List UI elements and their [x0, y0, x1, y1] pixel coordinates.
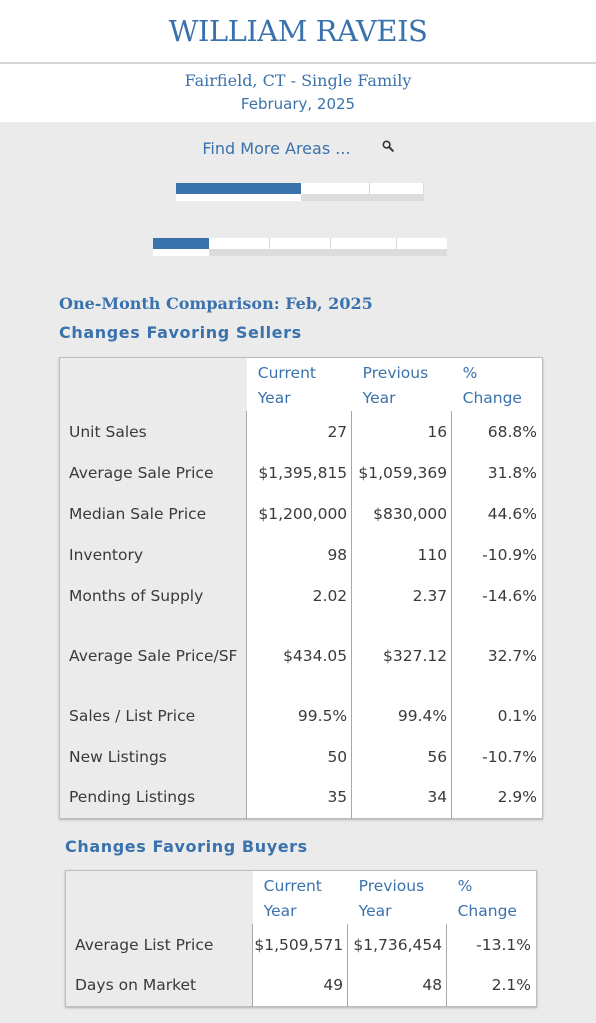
- row-label: Median Sale Price: [59, 493, 247, 534]
- buyers-table: Current Year Previous Year % Change Average…: [65, 870, 537, 1007]
- find-more-areas-link[interactable]: Find More Areas ...: [202, 139, 351, 158]
- table-row: Days on Market 49 48 2.1%: [65, 965, 537, 1006]
- current-year-value: $434.05: [246, 616, 352, 695]
- current-year-value: 27: [246, 411, 352, 452]
- table-row: Median Sale Price $1,200,000 $830,000 44…: [59, 493, 543, 534]
- previous-year-value: $1,736,454: [347, 924, 447, 965]
- table-row: Months of Supply 2.02 2.37 -14.6%: [59, 575, 543, 616]
- tab-segment[interactable]: [270, 238, 331, 249]
- table-row: Pending Listings 35 34 2.9%: [59, 777, 543, 818]
- current-year-value: $1,200,000: [246, 493, 352, 534]
- previous-year-value: 16: [351, 411, 452, 452]
- current-year-value: 2.02: [246, 575, 352, 616]
- tab-segment[interactable]: [370, 183, 423, 194]
- report-subheader: Fairfield, CT - Single Family February, …: [0, 64, 596, 122]
- column-header-current: Current Year: [263, 877, 322, 920]
- percent-change-value: 2.9%: [451, 777, 543, 818]
- tab-segment[interactable]: [397, 238, 447, 249]
- current-year-value: $1,395,815: [246, 452, 352, 493]
- tab-segment[interactable]: [301, 183, 370, 194]
- previous-year-value: 48: [347, 965, 447, 1006]
- previous-year-value: 110: [351, 534, 452, 575]
- percent-change-value: -14.6%: [451, 575, 543, 616]
- table-row: Unit Sales 27 16 68.8%: [59, 411, 543, 452]
- row-label: New Listings: [59, 736, 247, 777]
- tab-indicator: [176, 194, 301, 201]
- tab-indicator: [153, 249, 209, 256]
- percent-change-value: 2.1%: [446, 965, 537, 1006]
- table-row: Average Sale Price/SF $434.05 $327.12 32…: [59, 616, 543, 695]
- column-header-previous: Previous Year: [362, 364, 429, 407]
- previous-year-value: 34: [351, 777, 452, 818]
- table-row: Sales / List Price 99.5% 99.4% 0.1%: [59, 695, 543, 736]
- current-year-value: 50: [246, 736, 352, 777]
- row-label: Average List Price: [65, 924, 253, 965]
- report-month: February, 2025: [240, 95, 356, 113]
- current-year-value: 35: [246, 777, 352, 818]
- period-tab-bar: [153, 238, 447, 256]
- previous-year-value: $1,059,369: [351, 452, 452, 493]
- buyers-heading: Changes Favoring Buyers: [65, 837, 308, 856]
- row-label: Inventory: [59, 534, 247, 575]
- table-row: Inventory 98 110 -10.9%: [59, 534, 543, 575]
- percent-change-value: 31.8%: [451, 452, 543, 493]
- table-row: Average List Price $1,509,571 $1,736,454…: [65, 924, 537, 965]
- row-label: Average Sale Price/SF: [59, 616, 247, 695]
- previous-year-value: 56: [351, 736, 452, 777]
- row-label: Days on Market: [65, 965, 253, 1006]
- percent-change-value: -10.9%: [451, 534, 543, 575]
- search-icon[interactable]: [382, 137, 394, 156]
- column-header-change: % Change: [457, 877, 517, 920]
- sellers-table: Current Year Previous Year % Change Unit Sa…: [59, 357, 543, 819]
- area-title: Fairfield, CT - Single Family: [184, 71, 412, 90]
- row-label: Average Sale Price: [59, 452, 247, 493]
- table-row: Average Sale Price $1,395,815 $1,059,369…: [59, 452, 543, 493]
- previous-year-value: $830,000: [351, 493, 452, 534]
- table-corner: [65, 870, 253, 924]
- previous-year-value: 99.4%: [351, 695, 452, 736]
- tab-segment-active[interactable]: [176, 183, 301, 194]
- column-header-change: % Change: [462, 364, 522, 407]
- percent-change-value: 32.7%: [451, 616, 543, 695]
- previous-year-value: 2.37: [351, 575, 452, 616]
- table-corner: [59, 357, 247, 411]
- sellers-heading: Changes Favoring Sellers: [59, 323, 302, 342]
- find-more-areas[interactable]: Find More Areas ...: [0, 137, 596, 158]
- tab-segment-active[interactable]: [153, 238, 209, 249]
- table-header-row: Current Year Previous Year % Change: [65, 870, 537, 924]
- percent-change-value: -10.7%: [451, 736, 543, 777]
- percent-change-value: 68.8%: [451, 411, 543, 452]
- current-year-value: 98: [246, 534, 352, 575]
- current-year-value: $1,509,571: [252, 924, 348, 965]
- william-raveis-logo[interactable]: WILLIAM RAVEIS: [168, 14, 428, 48]
- table-header-row: Current Year Previous Year % Change: [59, 357, 543, 411]
- row-label: Unit Sales: [59, 411, 247, 452]
- percent-change-value: 44.6%: [451, 493, 543, 534]
- previous-year-value: $327.12: [351, 616, 452, 695]
- current-year-value: 49: [252, 965, 348, 1006]
- row-label: Sales / List Price: [59, 695, 247, 736]
- tab-segment[interactable]: [331, 238, 397, 249]
- site-header: WILLIAM RAVEIS: [0, 0, 596, 64]
- percent-change-value: -13.1%: [446, 924, 537, 965]
- comparison-title: One-Month Comparison: Feb, 2025: [59, 294, 373, 313]
- row-label: Months of Supply: [59, 575, 247, 616]
- category-tab-bar: [176, 183, 424, 201]
- row-label: Pending Listings: [59, 777, 247, 818]
- column-header-current: Current Year: [257, 364, 316, 407]
- table-row: New Listings 50 56 -10.7%: [59, 736, 543, 777]
- tab-segment[interactable]: [209, 238, 270, 249]
- current-year-value: 99.5%: [246, 695, 352, 736]
- column-header-previous: Previous Year: [358, 877, 425, 920]
- percent-change-value: 0.1%: [451, 695, 543, 736]
